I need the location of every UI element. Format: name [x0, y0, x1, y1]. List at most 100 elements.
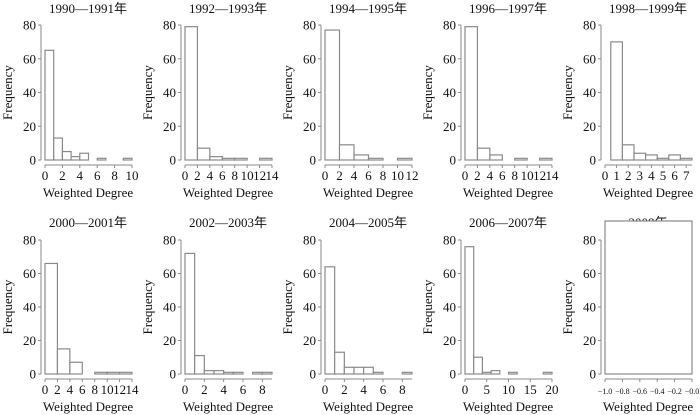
y-tick-label: 60: [443, 266, 456, 281]
x-tick-label: −0.0: [685, 387, 700, 396]
x-tick-label: 10: [126, 168, 139, 183]
x-tick-label: 6: [79, 382, 86, 397]
histogram-bar: [53, 137, 64, 161]
x-tick-label: 6: [499, 168, 506, 183]
x-tick-label: 8: [380, 168, 387, 183]
histogram-bar: [633, 152, 647, 161]
y-tick-label: 80: [583, 233, 596, 248]
x-tick-label: 8: [111, 168, 118, 183]
y-tick-label: 0: [30, 153, 37, 168]
y-tick-label: 40: [23, 300, 36, 315]
histogram-bar: [209, 156, 223, 161]
x-tick-label: 10: [101, 382, 114, 397]
panel-title: 1994—1995年: [329, 1, 407, 16]
histogram-bar: [338, 144, 355, 161]
x-tick-label: 10: [391, 168, 404, 183]
histogram-bar: [261, 371, 273, 375]
x-axis-label: Weighted Degree: [43, 399, 134, 414]
histogram-bar: [106, 371, 121, 375]
x-tick-label: 4: [77, 168, 84, 183]
y-tick-label: 20: [583, 333, 596, 348]
histogram-bar: [514, 157, 528, 161]
histogram-bar: [221, 157, 236, 161]
x-tick-label: 6: [380, 382, 387, 397]
panel-title: 1998—1999年: [609, 1, 687, 16]
y-tick-label: 60: [583, 51, 596, 66]
x-axis-label: Weighted Degree: [323, 399, 414, 414]
x-tick-label: 4: [648, 168, 655, 183]
x-tick-label: 8: [399, 382, 406, 397]
histogram-bar: [252, 371, 263, 375]
y-axis-label: Frequency: [560, 279, 575, 334]
x-axis-label: Weighted Degree: [43, 185, 134, 200]
histogram-bar: [476, 147, 491, 161]
panel-title: 1990—1991年: [49, 1, 127, 16]
histogram-bar: [610, 41, 623, 161]
y-axis-label: Frequency: [420, 279, 435, 334]
x-tick-label: 12: [113, 382, 126, 397]
y-tick-label: 60: [23, 266, 36, 281]
y-tick-label: 60: [443, 51, 456, 66]
x-tick-label: 8: [259, 382, 266, 397]
y-tick-label: 80: [303, 233, 316, 248]
histogram-bar: [490, 370, 501, 375]
y-tick-label: 20: [23, 119, 36, 134]
x-tick-label: 14: [546, 168, 560, 183]
y-tick-label: 0: [590, 367, 597, 382]
histogram-bar: [324, 29, 341, 161]
x-axis-label: Weighted Degree: [183, 399, 274, 414]
x-tick-label: 8: [91, 382, 98, 397]
y-tick-label: 40: [163, 85, 176, 100]
x-axis-label: Weighted Degree: [603, 185, 694, 200]
x-tick-label: 7: [683, 168, 690, 183]
x-tick-label: 4: [351, 168, 358, 183]
y-tick-label: 60: [303, 51, 316, 66]
y-tick-label: 60: [583, 266, 596, 281]
histogram-bar: [234, 157, 248, 161]
histogram-bar: [363, 366, 374, 375]
y-tick-label: 80: [583, 18, 596, 33]
y-tick-label: 0: [310, 367, 317, 382]
panel-title: 2000—2001年: [49, 215, 127, 230]
x-tick-label: 6: [365, 168, 372, 183]
x-axis-label: Weighted Degree: [463, 399, 554, 414]
histogram-bar: [196, 147, 211, 161]
y-tick-label: 20: [23, 333, 36, 348]
x-tick-label: 2: [341, 382, 348, 397]
histogram-bar: [203, 370, 215, 375]
x-tick-label: 20: [546, 382, 559, 397]
panel-title: 2004—2005年: [329, 215, 407, 230]
y-axis-label: Frequency: [420, 65, 435, 120]
y-tick-label: 80: [443, 233, 456, 248]
histogram-bar: [44, 262, 59, 375]
x-tick-label: 2: [201, 382, 208, 397]
x-tick-label: 0: [462, 382, 469, 397]
x-tick-label: 0: [462, 168, 469, 183]
histogram-bar: [69, 361, 83, 375]
histogram-panel: 2008年Frequency020406080−1.0−0.8−0.6−0.4−…: [560, 215, 699, 414]
x-tick-label: −0.2: [667, 387, 682, 396]
y-tick-label: 40: [303, 85, 316, 100]
histogram-bar: [56, 348, 71, 375]
histogram-bar: [79, 152, 90, 161]
x-tick-label: 12: [253, 168, 266, 183]
y-tick-label: 20: [303, 333, 316, 348]
histogram-bar: [258, 157, 273, 161]
x-tick-label: 4: [220, 382, 227, 397]
y-tick-label: 80: [303, 18, 316, 33]
x-tick-label: 10: [521, 168, 534, 183]
x-tick-label: 2: [59, 168, 66, 183]
panel-title: 2006—2007年: [469, 215, 547, 230]
histogram-bar: [644, 154, 658, 161]
histogram-bar: [473, 356, 484, 375]
y-tick-label: 40: [303, 300, 316, 315]
y-tick-label: 20: [163, 119, 176, 134]
histogram-bar: [668, 154, 681, 161]
x-axis-label: Weighted Degree: [323, 185, 414, 200]
histogram-bar: [223, 371, 234, 375]
y-tick-label: 0: [170, 153, 177, 168]
